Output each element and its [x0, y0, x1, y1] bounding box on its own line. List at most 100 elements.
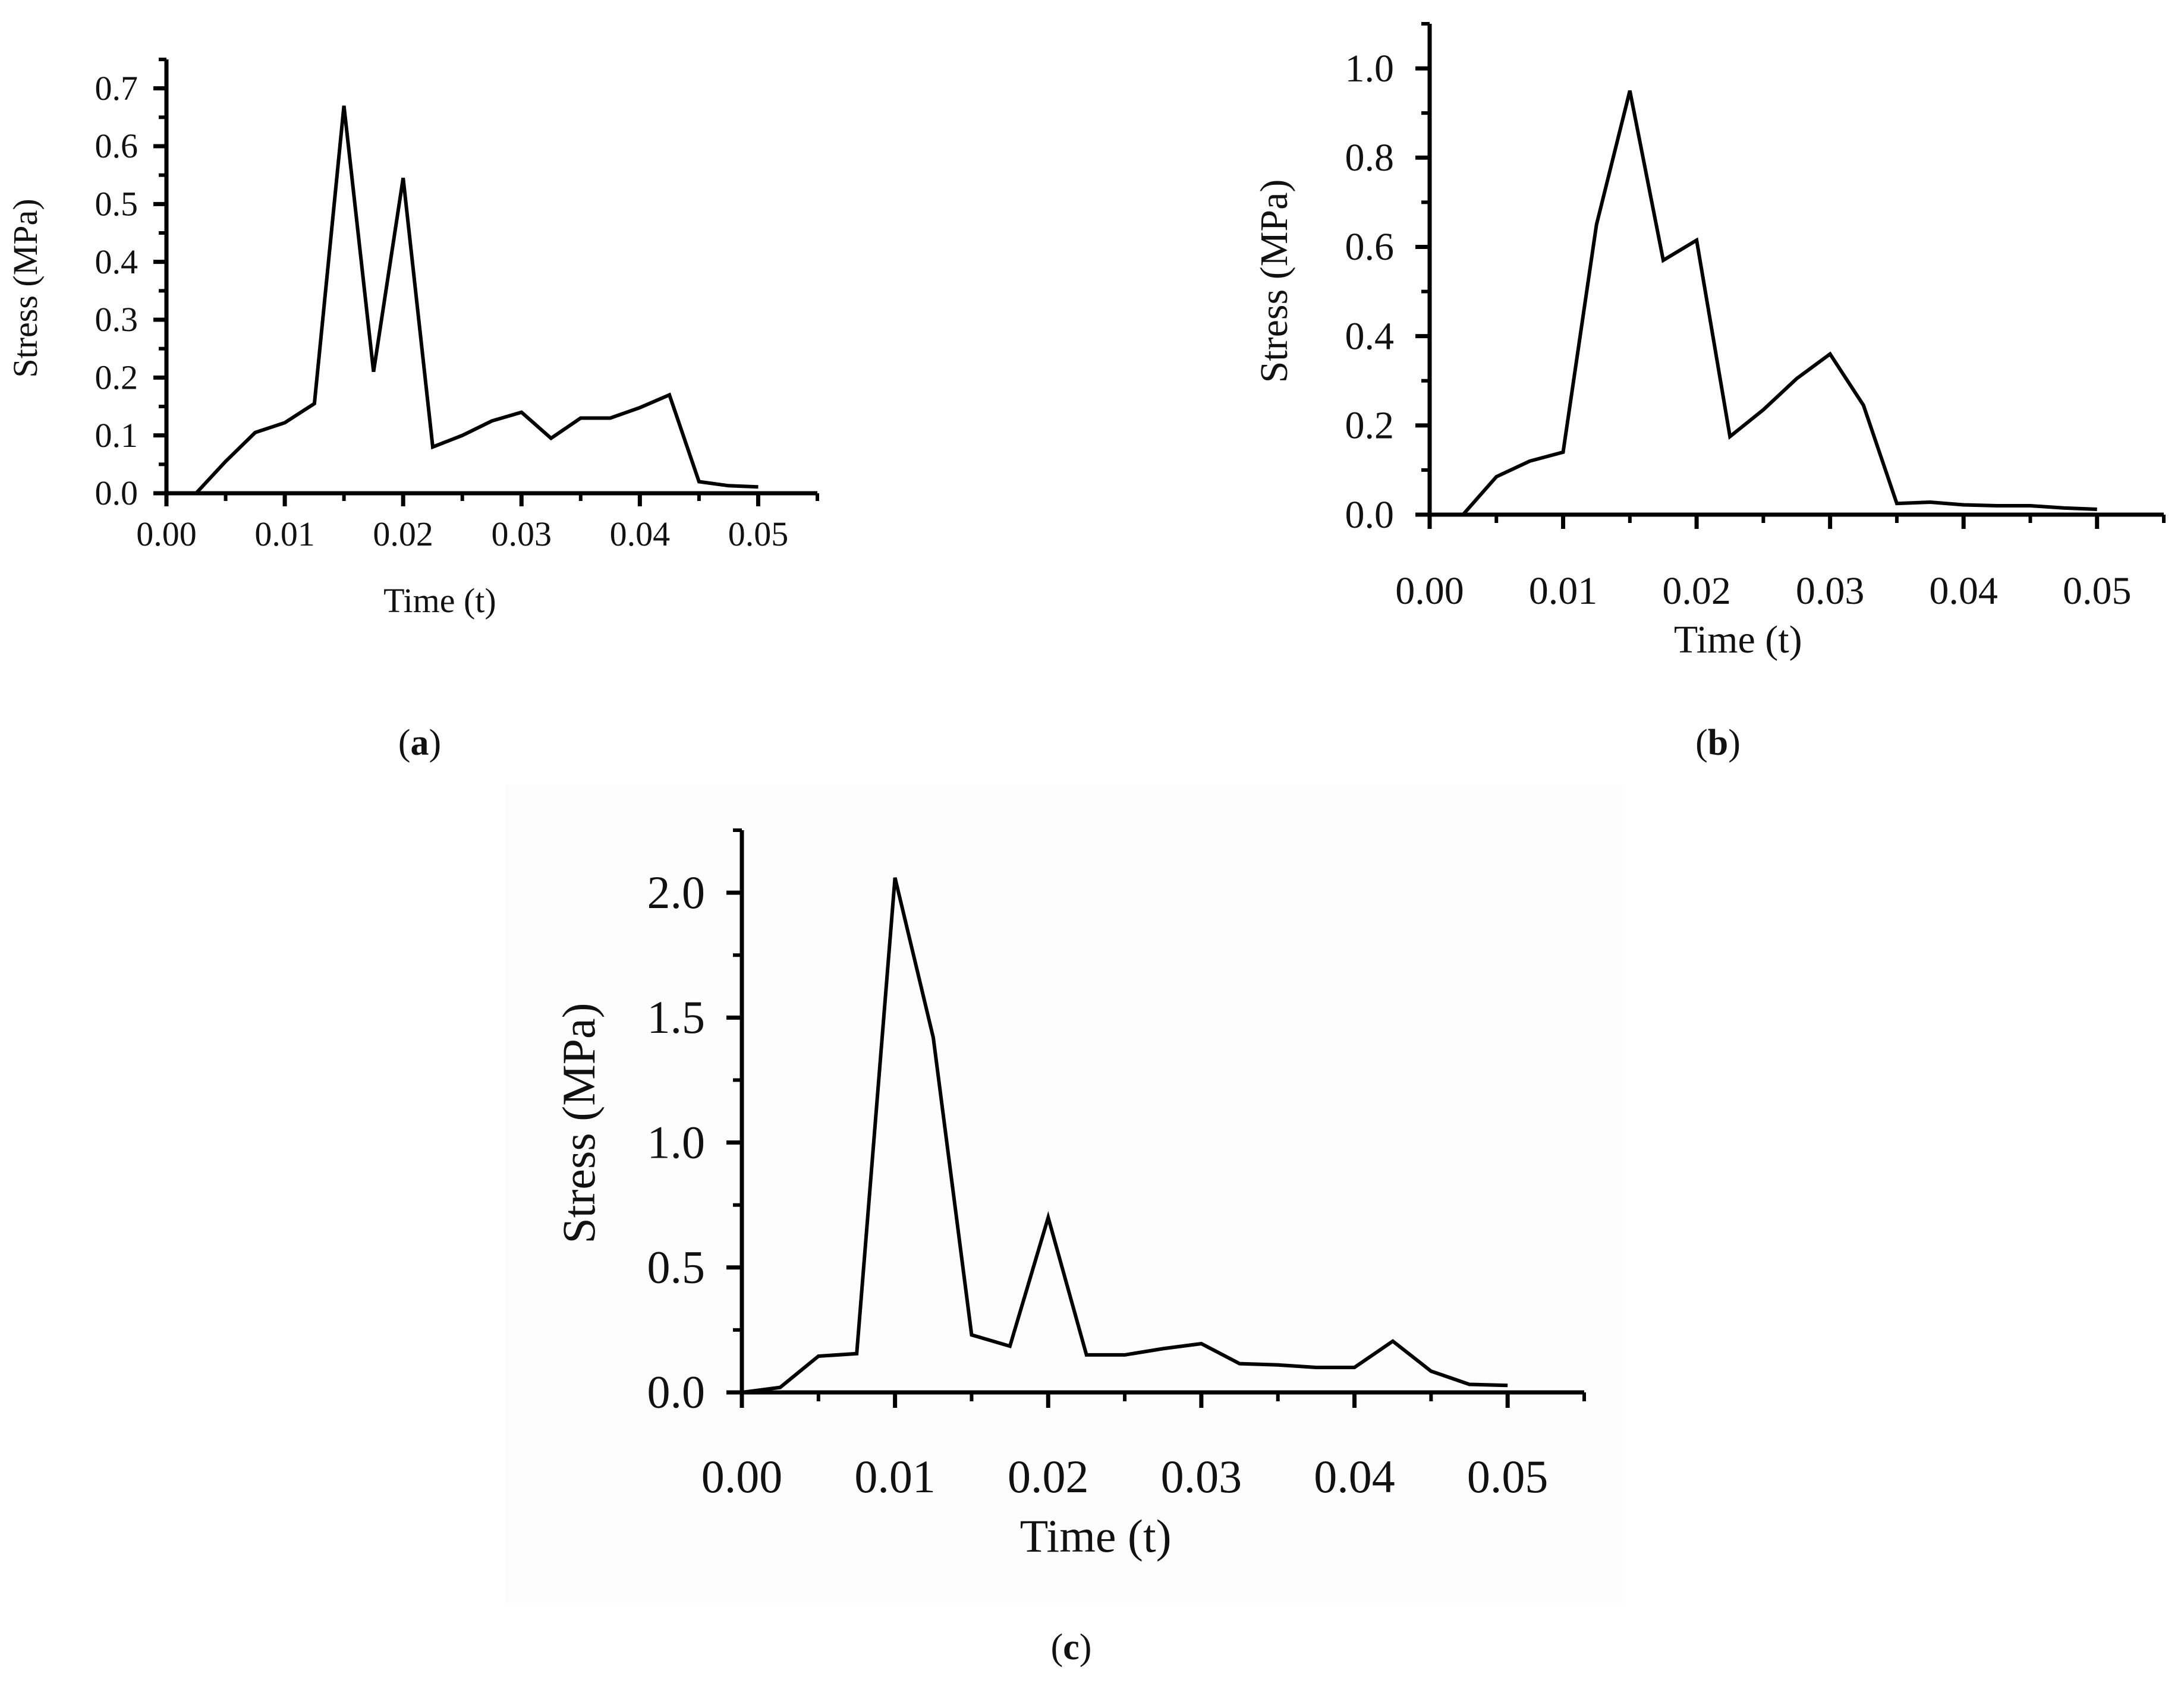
data-point-c [1353, 1366, 1357, 1369]
data-point-c [778, 1386, 782, 1389]
data-point-c [817, 1354, 820, 1358]
y-tick-label-a: 0.5 [95, 184, 139, 223]
data-point-c [970, 1333, 974, 1337]
x-tick-label-b: 0.03 [1796, 569, 1865, 613]
x-tick-label-c: 0.02 [1008, 1451, 1089, 1502]
y-axis-label-b: Stress (MPa) [1253, 179, 1296, 383]
data-point-c [1046, 1216, 1050, 1219]
y-tick-label-b: 0.0 [1345, 493, 1395, 537]
series-line-a [166, 105, 759, 495]
data-point-a [461, 434, 464, 437]
data-point-c [1123, 1353, 1126, 1357]
data-point-a [224, 460, 228, 464]
x-tick-label-c: 0.03 [1161, 1451, 1242, 1502]
y-tick-label-a: 0.7 [95, 69, 139, 108]
y-tick-label-c: 0.5 [647, 1241, 706, 1293]
data-point-c [1008, 1344, 1012, 1348]
data-point-a [431, 445, 435, 449]
data-point-b [1661, 259, 1665, 262]
data-point-b [1428, 513, 1431, 516]
data-point-b [2062, 506, 2066, 510]
data-point-b [1595, 223, 1598, 226]
data-point-a [520, 411, 523, 414]
x-tick-label-b: 0.01 [1529, 569, 1598, 613]
data-point-c [1391, 1340, 1395, 1343]
data-point-b [1528, 459, 1531, 463]
x-tick-label-c: 0.04 [1314, 1451, 1395, 1502]
x-tick-label-a: 0.04 [610, 515, 671, 553]
data-point-b [1829, 352, 1832, 356]
x-tick-label-c: 0.00 [701, 1451, 783, 1502]
y-tick-label-a: 0.6 [95, 127, 139, 165]
y-tick-label-a: 0.2 [95, 358, 139, 396]
y-tick-label-b: 0.4 [1345, 314, 1395, 358]
x-tick-label-a: 0.03 [492, 515, 552, 553]
data-point-c [1276, 1363, 1280, 1367]
y-tick-label-b: 1.0 [1345, 47, 1395, 90]
data-point-b [1862, 404, 1865, 407]
chart-panel-c: 0.00 0.01 0.02 0.03 0.04 0.05 0.0 0.5 1.0 1.5 2.0 T… [553, 828, 1586, 1562]
data-point-a [727, 484, 731, 487]
data-point-a [549, 437, 553, 440]
data-point-b [1562, 450, 1565, 454]
data-point-a [697, 480, 701, 484]
data-point-c [855, 1352, 858, 1356]
data-point-a [283, 421, 287, 424]
data-point-b [1895, 502, 1899, 505]
data-point-c [1429, 1369, 1433, 1373]
x-tick-label-c: 0.01 [854, 1451, 936, 1502]
x-tick-label-a: 0.00 [136, 515, 197, 553]
y-tick-label-b: 0.6 [1345, 225, 1395, 269]
data-point-c [1468, 1383, 1471, 1386]
chart-panel-b: 0.00 0.01 0.02 0.03 0.04 0.05 0.0 0.2 0.4 0.6 0.8 1… [1253, 22, 2166, 661]
data-point-c [931, 1036, 935, 1039]
x-axis-label-c: Time (t) [1020, 1510, 1172, 1562]
y-tick-label-b: 0.2 [1345, 404, 1395, 447]
data-point-a [342, 104, 346, 108]
x-tick-label-a: 0.05 [728, 515, 789, 553]
y-tick-label-c: 1.5 [647, 991, 706, 1043]
data-point-b [1494, 475, 1498, 478]
y-axis-label-c: Stress (MPa) [553, 1003, 605, 1243]
y-tick-label-c: 2.0 [647, 866, 706, 918]
y-tick-label-c: 1.0 [647, 1116, 706, 1168]
data-point-c [893, 876, 897, 880]
data-point-b [2029, 504, 2032, 508]
data-point-c [740, 1391, 744, 1394]
y-axis-label-a: Stress (MPa) [6, 198, 45, 377]
y-tick-label-a: 0.4 [95, 242, 139, 281]
data-point-c [1238, 1362, 1241, 1366]
data-point-a [757, 485, 760, 488]
y-tick-label-c: 0.0 [647, 1366, 706, 1418]
data-point-a [165, 491, 168, 495]
data-point-a [372, 370, 375, 374]
chart-panel-a: 0.00 0.01 0.02 0.03 0.04 0.05 0.0 0.1 0.2 0.3 0.4 0… [6, 58, 819, 620]
x-tick-label-b: 0.02 [1662, 569, 1731, 613]
caption-b: (b) [1695, 723, 1741, 763]
data-point-c [1162, 1347, 1165, 1350]
data-point-c [1200, 1342, 1203, 1345]
data-point-a [579, 417, 583, 420]
data-point-a [609, 417, 612, 420]
data-point-a [668, 393, 671, 397]
y-tick-label-a: 0.0 [95, 474, 139, 512]
data-point-b [1695, 238, 1698, 242]
series-line-c [741, 877, 1508, 1394]
data-point-a [490, 419, 494, 423]
x-tick-label-c: 0.05 [1467, 1451, 1549, 1502]
x-axis-label-a: Time (t) [383, 581, 496, 620]
data-point-b [1928, 500, 1932, 504]
y-tick-label-a: 0.3 [95, 300, 139, 339]
data-point-b [1461, 513, 1465, 516]
series-line-b [1430, 90, 2097, 516]
data-point-b [1962, 503, 1965, 507]
y-tick-label-b: 0.8 [1345, 136, 1395, 179]
data-point-a [313, 402, 316, 405]
data-point-b [1728, 435, 1732, 439]
data-point-c [1506, 1383, 1509, 1387]
data-point-a [401, 177, 405, 180]
data-point-a [194, 491, 198, 495]
x-tick-label-a: 0.02 [373, 515, 433, 553]
x-tick-label-b: 0.04 [1929, 569, 1998, 613]
